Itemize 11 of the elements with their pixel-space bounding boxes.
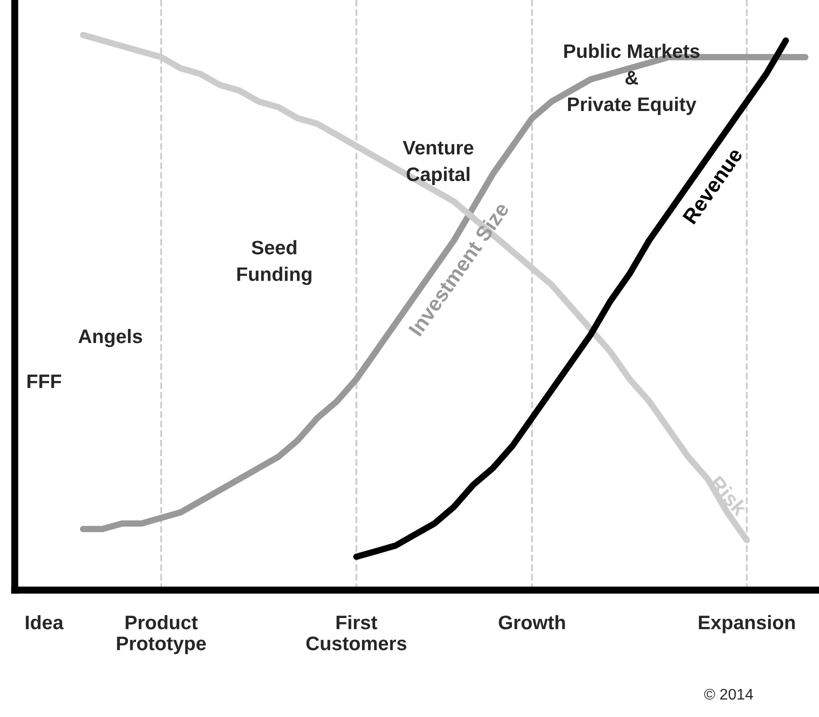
annotation: Public Markets & Private Equity [564,44,700,116]
annotation: Venture Capital [402,141,474,186]
x-tick-label: Idea [26,615,64,630]
x-tick-label: Growth [498,615,565,630]
annotation: Angels [78,328,142,348]
annotation: Seed Funding [237,240,312,285]
text: © 2014 [704,688,754,700]
x-tick-label: Product Prototype [117,615,206,654]
x-tick-label: First Customers [306,615,406,650]
annotation: FFF [28,374,62,388]
x-tick-label: Expansion [698,615,795,634]
